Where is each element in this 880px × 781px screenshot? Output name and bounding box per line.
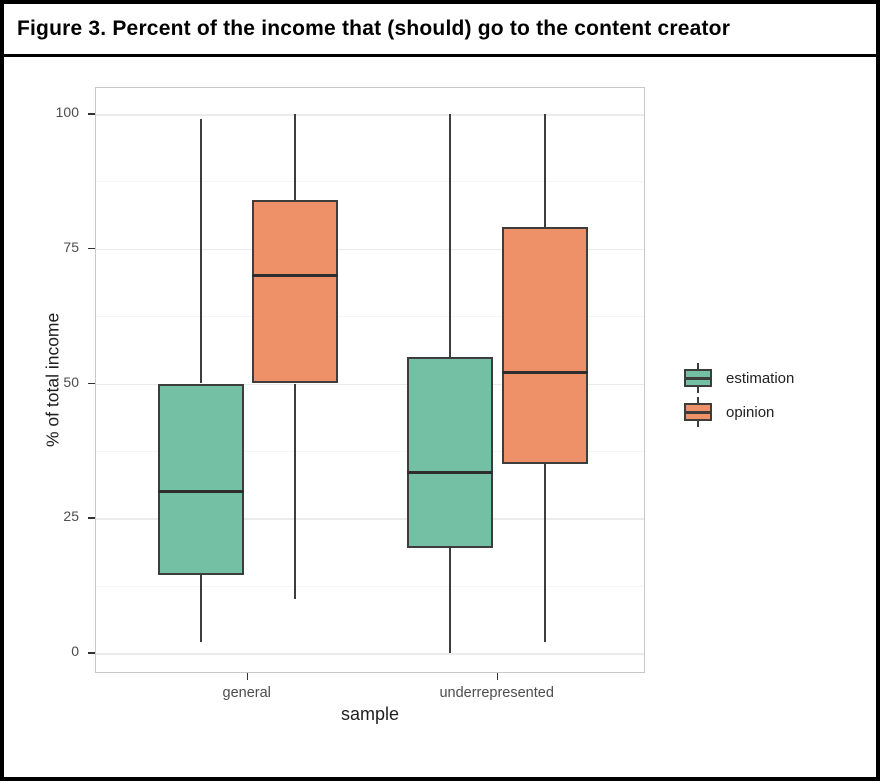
box-estimation-general [158,383,245,575]
minor-gridline [96,316,644,318]
y-tick-label: 75 [63,238,79,255]
lower-whisker-opinion-general [293,383,296,600]
legend-label-opinion: opinion [726,403,775,421]
legend-item-opinion: opinion [683,395,794,429]
y-tick-mark [88,113,95,115]
plot-panel [95,87,645,673]
legend-label-estimation: estimation [726,369,795,387]
y-tick-mark [88,382,95,384]
minor-gridline [96,585,644,587]
lower-whisker-estimation-general [200,574,203,643]
major-gridline [96,653,644,655]
median-estimation-underrepresented [407,470,494,475]
major-gridline [96,248,644,251]
y-tick-mark [88,652,95,654]
legend: estimation opinion [683,361,794,429]
y-tick-mark [88,517,95,519]
boxplot-key-icon [683,395,713,429]
x-category-label: general [222,685,271,701]
legend-item-estimation: estimation [683,361,794,395]
y-tick-mark [88,247,95,250]
major-gridline [96,518,644,520]
lower-whisker-opinion-underrepresented [543,464,546,643]
upper-whisker-estimation-underrepresented [449,114,452,357]
y-tick-label: 50 [63,373,79,390]
minor-gridline [96,450,644,452]
x-tick-mark [246,673,249,680]
x-tick-mark [496,673,499,680]
upper-whisker-opinion-underrepresented [543,114,546,228]
y-tick-label: 100 [55,104,79,120]
minor-gridline [96,181,644,183]
legend-key-median [684,377,712,380]
median-estimation-general [158,489,245,494]
upper-whisker-estimation-general [200,119,203,384]
major-gridline [96,383,644,386]
y-tick-label: 0 [71,643,79,659]
figure-title-bar: Figure 3. Percent of the income that (sh… [4,4,876,57]
figure-title: Figure 3. Percent of the income that (sh… [17,17,731,40]
major-gridline [96,114,644,116]
median-opinion-general [251,273,338,278]
boxplot-key-icon [683,361,713,395]
x-category-label: underrepresented [439,685,554,701]
box-estimation-underrepresented [407,356,494,548]
y-tick-label: 25 [63,508,79,525]
legend-key-median [684,411,712,414]
median-opinion-underrepresented [501,370,588,375]
box-opinion-general [251,200,338,384]
x-axis-title: sample [340,704,400,724]
lower-whisker-estimation-underrepresented [449,547,452,653]
box-opinion-underrepresented [501,227,588,465]
upper-whisker-opinion-general [293,114,296,201]
